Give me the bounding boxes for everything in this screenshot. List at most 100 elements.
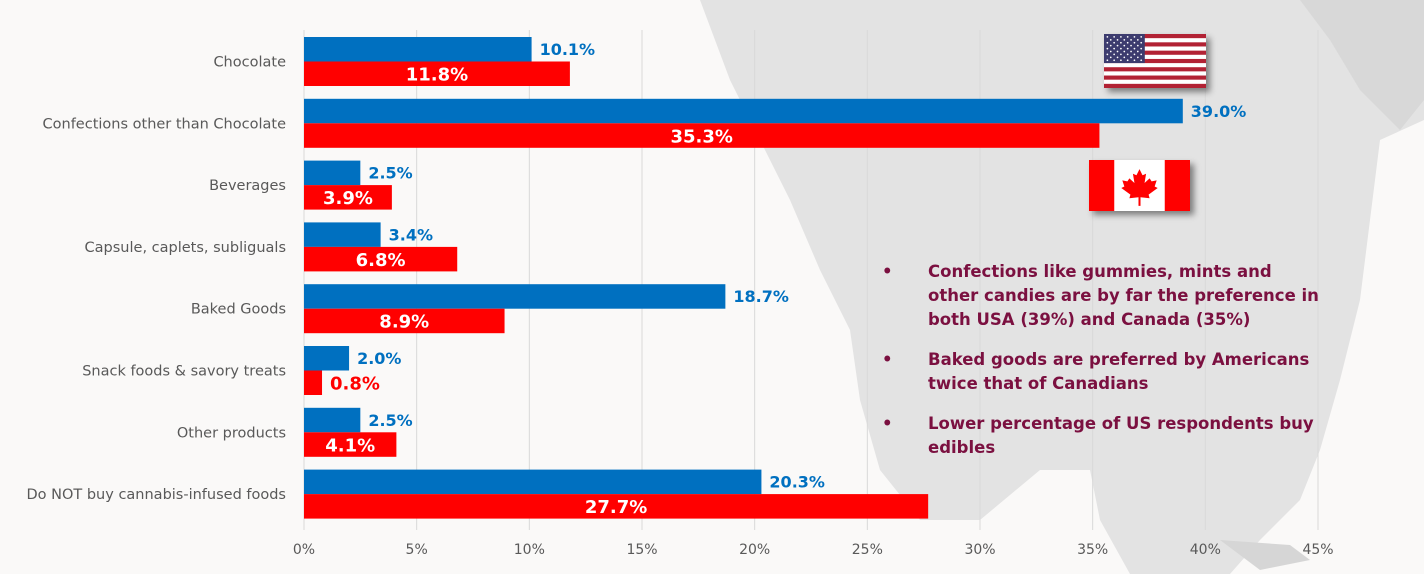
star xyxy=(1136,38,1139,41)
x-tick-label: 0% xyxy=(293,542,315,558)
star xyxy=(1113,59,1116,62)
usa-bar xyxy=(304,160,361,186)
star xyxy=(1120,59,1122,62)
category-label: Do NOT buy cannabis-infused foods xyxy=(26,487,286,503)
usa-bar xyxy=(304,346,350,371)
star xyxy=(1136,44,1139,47)
category-label: Beverages xyxy=(209,178,286,194)
star xyxy=(1133,36,1136,38)
star xyxy=(1116,38,1119,41)
canada-bar xyxy=(304,185,392,210)
star xyxy=(1120,53,1122,56)
star xyxy=(1113,53,1116,56)
star xyxy=(1133,41,1136,44)
bullet-icon: • xyxy=(882,350,893,369)
usa-value-label: 2.5% xyxy=(368,164,412,183)
value-labels: 10.1% 11.8% 39.0% 35.3% 2.5% 3.9% 3.4% 6.8% 18.7… xyxy=(323,40,1246,518)
star xyxy=(1109,56,1112,59)
star xyxy=(1120,47,1122,50)
star xyxy=(1120,41,1122,44)
star xyxy=(1113,41,1116,44)
canada-bar xyxy=(304,370,323,395)
star xyxy=(1126,59,1129,62)
finding-item: • Baked goods are preferred by Americans … xyxy=(882,348,1322,396)
star xyxy=(1123,50,1126,53)
canada-value-label: 8.9% xyxy=(379,312,429,333)
usa-value-label: 2.5% xyxy=(368,411,412,430)
star xyxy=(1130,44,1132,47)
usa-bar xyxy=(304,284,726,309)
x-tick-label: 15% xyxy=(626,542,657,558)
star xyxy=(1126,53,1129,56)
star xyxy=(1140,41,1143,44)
star xyxy=(1106,59,1109,62)
x-tick-label: 30% xyxy=(964,542,995,558)
finding-text: Confections like gummies, mints and othe… xyxy=(928,262,1319,329)
star xyxy=(1106,36,1109,38)
star xyxy=(1136,56,1139,59)
star xyxy=(1106,53,1109,56)
star xyxy=(1140,47,1143,50)
star xyxy=(1140,36,1143,38)
category-label: Chocolate xyxy=(213,55,286,71)
finding-text: Lower percentage of US respondents buy e… xyxy=(928,414,1314,457)
canada-value-label: 6.8% xyxy=(356,250,406,271)
usa-value-label: 39.0% xyxy=(1191,102,1247,121)
x-tick-label: 35% xyxy=(1077,542,1108,558)
star xyxy=(1133,53,1136,56)
x-tick-label: 5% xyxy=(406,542,428,558)
star xyxy=(1126,36,1129,38)
bars xyxy=(304,37,1183,519)
usa-value-label: 2.0% xyxy=(357,349,401,368)
canada-value-label: 11.8% xyxy=(406,65,468,86)
x-axis-ticks: 0% 5% 10% 15% 20% 25% 30% 35% 40% 45% xyxy=(293,542,1334,558)
canada-value-label: 4.1% xyxy=(325,435,375,456)
star xyxy=(1136,50,1139,53)
finding-text: Baked goods are preferred by Americans t… xyxy=(928,350,1310,393)
category-labels: Chocolate Confections other than Chocolat… xyxy=(26,55,286,504)
x-tick-label: 20% xyxy=(739,542,770,558)
star xyxy=(1106,47,1109,50)
canada-value-label: 3.9% xyxy=(323,188,373,209)
star xyxy=(1130,56,1132,59)
category-label: Snack foods & savory treats xyxy=(82,364,286,380)
x-tick-label: 45% xyxy=(1302,542,1333,558)
x-tick-label: 10% xyxy=(514,542,545,558)
usa-flag-icon xyxy=(1104,34,1206,88)
canada-value-label: 35.3% xyxy=(670,126,732,147)
star xyxy=(1116,56,1119,59)
category-label: Other products xyxy=(177,425,286,441)
usa-bar xyxy=(304,222,381,247)
canada-bar xyxy=(304,246,458,272)
canada-value-label: 0.8% xyxy=(330,374,380,395)
star xyxy=(1106,41,1109,44)
category-label: Confections other than Chocolate xyxy=(43,116,287,132)
star xyxy=(1126,41,1129,44)
star xyxy=(1133,59,1136,62)
maple-leaf-icon xyxy=(1121,169,1158,206)
canada-bar xyxy=(304,308,505,334)
star xyxy=(1140,53,1143,56)
star xyxy=(1120,36,1122,38)
star xyxy=(1113,47,1116,50)
canada-bar xyxy=(304,61,570,86)
star xyxy=(1126,47,1129,50)
star xyxy=(1109,44,1112,47)
usa-bar xyxy=(304,98,1183,124)
canada-bar xyxy=(304,432,397,457)
category-label: Baked Goods xyxy=(191,302,286,318)
star xyxy=(1130,38,1132,41)
bullet-icon: • xyxy=(882,414,893,433)
star xyxy=(1116,50,1119,53)
star xyxy=(1123,56,1126,59)
x-tick-label: 25% xyxy=(852,542,883,558)
canada-flag-icon xyxy=(1089,160,1190,211)
star xyxy=(1123,38,1126,41)
usa-bar xyxy=(304,407,361,433)
canada-bar xyxy=(304,494,929,519)
star xyxy=(1140,59,1143,62)
star xyxy=(1109,50,1112,53)
star xyxy=(1109,38,1112,41)
finding-item: • Lower percentage of US respondents buy … xyxy=(882,412,1322,460)
